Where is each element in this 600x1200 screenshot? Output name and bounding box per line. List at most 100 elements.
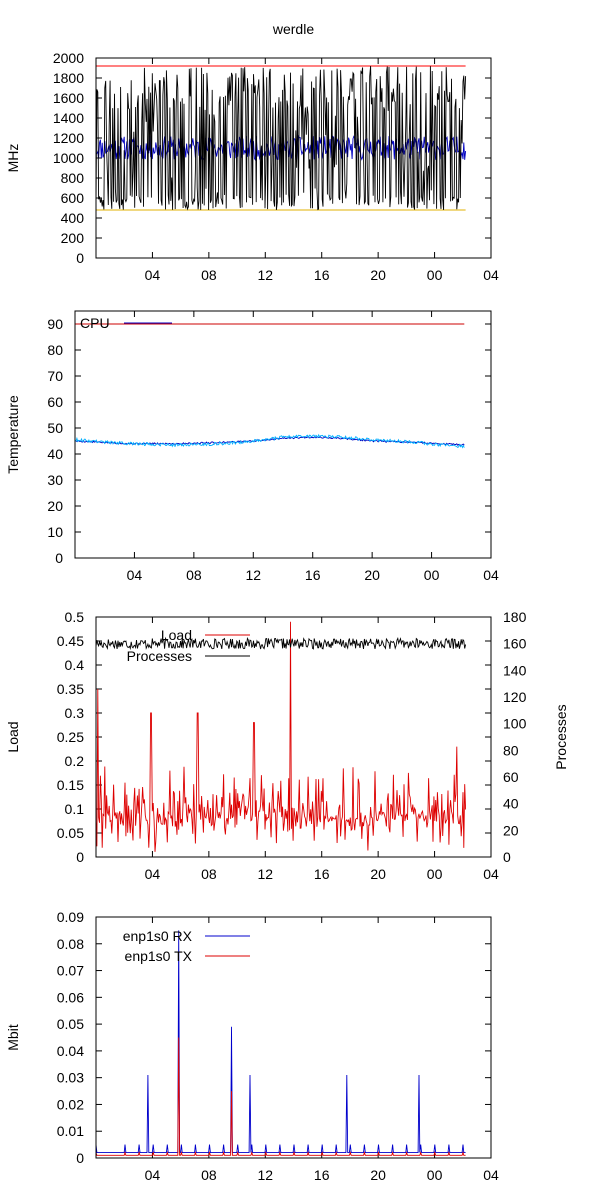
x-tick-label: 04	[483, 866, 499, 882]
y-tick-label: 0.05	[57, 1016, 84, 1032]
series-line-enp1s0-tx	[95, 1037, 466, 1156]
x-tick-label: 00	[427, 1167, 443, 1183]
y-tick-label: 0.5	[65, 609, 85, 625]
y-tick-label: 20	[47, 498, 63, 514]
plot-frame	[74, 310, 492, 559]
y-tick-label: 1800	[53, 70, 84, 86]
y-tick-label: 0.02	[57, 1096, 84, 1112]
y-tick-label: 60	[47, 394, 63, 410]
y-tick-label: 70	[47, 368, 63, 384]
y-tick-label: 0.4	[65, 657, 85, 673]
legend-label: enp1s0 TX	[125, 948, 193, 964]
x-tick-label: 08	[201, 866, 217, 882]
y2-tick-label: 60	[503, 769, 519, 785]
y-tick-label: 1200	[53, 130, 84, 146]
y-tick-label: 90	[47, 316, 63, 332]
series-line-core	[74, 433, 465, 449]
x-tick-label: 04	[145, 866, 161, 882]
x-tick-label: 08	[201, 267, 217, 283]
x-tick-label: 04	[483, 267, 499, 283]
series-line-load	[95, 621, 467, 852]
y2-tick-label: 120	[503, 689, 527, 705]
y-axis-label: Temperature	[5, 395, 21, 474]
y-tick-label: 0.1	[65, 801, 85, 817]
y-tick-label: 0	[76, 250, 84, 266]
y-tick-label: 200	[61, 230, 85, 246]
x-tick-label: 08	[201, 1167, 217, 1183]
y-tick-label: 0.15	[57, 777, 84, 793]
y-tick-label: 0.03	[57, 1070, 84, 1086]
y-tick-label: 10	[47, 524, 63, 540]
x-tick-label: 04	[127, 567, 143, 583]
y-tick-label: 50	[47, 420, 63, 436]
y2-tick-label: 20	[503, 822, 519, 838]
y-tick-label: 0.3	[65, 705, 85, 721]
x-tick-label: 12	[257, 1167, 273, 1183]
chart-panel-4: 0 0.01 0.02 0.03 0.04 0.05 0.06 0.07 0.08 0.09 04 0…	[5, 909, 499, 1183]
y-tick-label: 0.08	[57, 936, 84, 952]
legend-label: CPU	[80, 315, 110, 331]
plot-frame	[95, 616, 492, 858]
x-tick-label: 00	[424, 567, 440, 583]
y-tick-label: 0.35	[57, 681, 84, 697]
series-line-core	[95, 65, 467, 211]
y-tick-label: 80	[47, 342, 63, 358]
x-tick-label: 16	[314, 1167, 330, 1183]
y2-tick-label: 100	[503, 716, 527, 732]
legend-label: enp1s0 RX	[123, 928, 193, 944]
y2-axis-label: Processes	[553, 704, 569, 769]
plot-frame	[95, 57, 492, 259]
y2-tick-label: 180	[503, 609, 527, 625]
plot-frame	[95, 916, 492, 1159]
x-tick-label: 00	[427, 267, 443, 283]
x-tick-label: 12	[245, 567, 261, 583]
y-tick-label: 400	[61, 210, 85, 226]
y2-tick-label: 80	[503, 742, 519, 758]
y-tick-label: 0	[55, 550, 63, 566]
x-tick-label: 04	[483, 567, 499, 583]
x-tick-label: 08	[186, 567, 202, 583]
legend-label: Load	[161, 627, 192, 643]
series-line-processes	[95, 636, 467, 651]
y-tick-label: 2000	[53, 50, 84, 66]
legend-label: Processes	[127, 648, 192, 664]
y-tick-label: 0.04	[57, 1043, 84, 1059]
y-axis-label: Mbit	[5, 1024, 21, 1051]
y2-tick-label: 160	[503, 636, 527, 652]
series-line-enp1s0-rx	[95, 930, 466, 1154]
y-tick-label: 0.09	[57, 909, 84, 925]
x-tick-label: 04	[483, 1167, 499, 1183]
x-tick-label: 12	[257, 267, 273, 283]
x-tick-label: 20	[370, 1167, 386, 1183]
chart-panel-2: 0 10 20 30 40 50 60 70 80 90 04 08 12 16 20 00 04 Tempera…	[5, 310, 499, 583]
y-tick-label: 600	[61, 190, 85, 206]
x-tick-label: 16	[314, 267, 330, 283]
y2-tick-label: 40	[503, 796, 519, 812]
chart-panel-1: werdle0200400600800100012001400160018002…	[5, 21, 499, 283]
y-tick-label: 0.2	[65, 753, 85, 769]
y-tick-label: 0.01	[57, 1123, 84, 1139]
y-tick-label: 0.25	[57, 729, 84, 745]
y-tick-label: 0.05	[57, 825, 84, 841]
y-tick-label: 0.45	[57, 633, 84, 649]
y-tick-label: 0	[76, 1150, 84, 1166]
chart-panel-3: 0 0.05 0.1 0.15 0.2 0.25 0.3 0.35 0.4 0.45 0.5 0 20 4…	[5, 609, 569, 882]
chart-title: werdle	[272, 21, 314, 37]
x-tick-label: 16	[314, 866, 330, 882]
y-tick-label: 30	[47, 472, 63, 488]
x-tick-label: 00	[427, 866, 443, 882]
y-tick-label: 0.07	[57, 963, 84, 979]
y-tick-label: 1400	[53, 110, 84, 126]
y-tick-label: 40	[47, 446, 63, 462]
x-tick-label: 20	[364, 567, 380, 583]
x-tick-label: 20	[370, 267, 386, 283]
y-tick-label: 0.06	[57, 989, 84, 1005]
x-tick-label: 04	[145, 267, 161, 283]
y-tick-label: 0	[76, 849, 84, 865]
y2-tick-label: 0	[503, 849, 511, 865]
y-tick-label: 800	[61, 170, 85, 186]
x-tick-label: 16	[305, 567, 321, 583]
y-tick-label: 1600	[53, 90, 84, 106]
